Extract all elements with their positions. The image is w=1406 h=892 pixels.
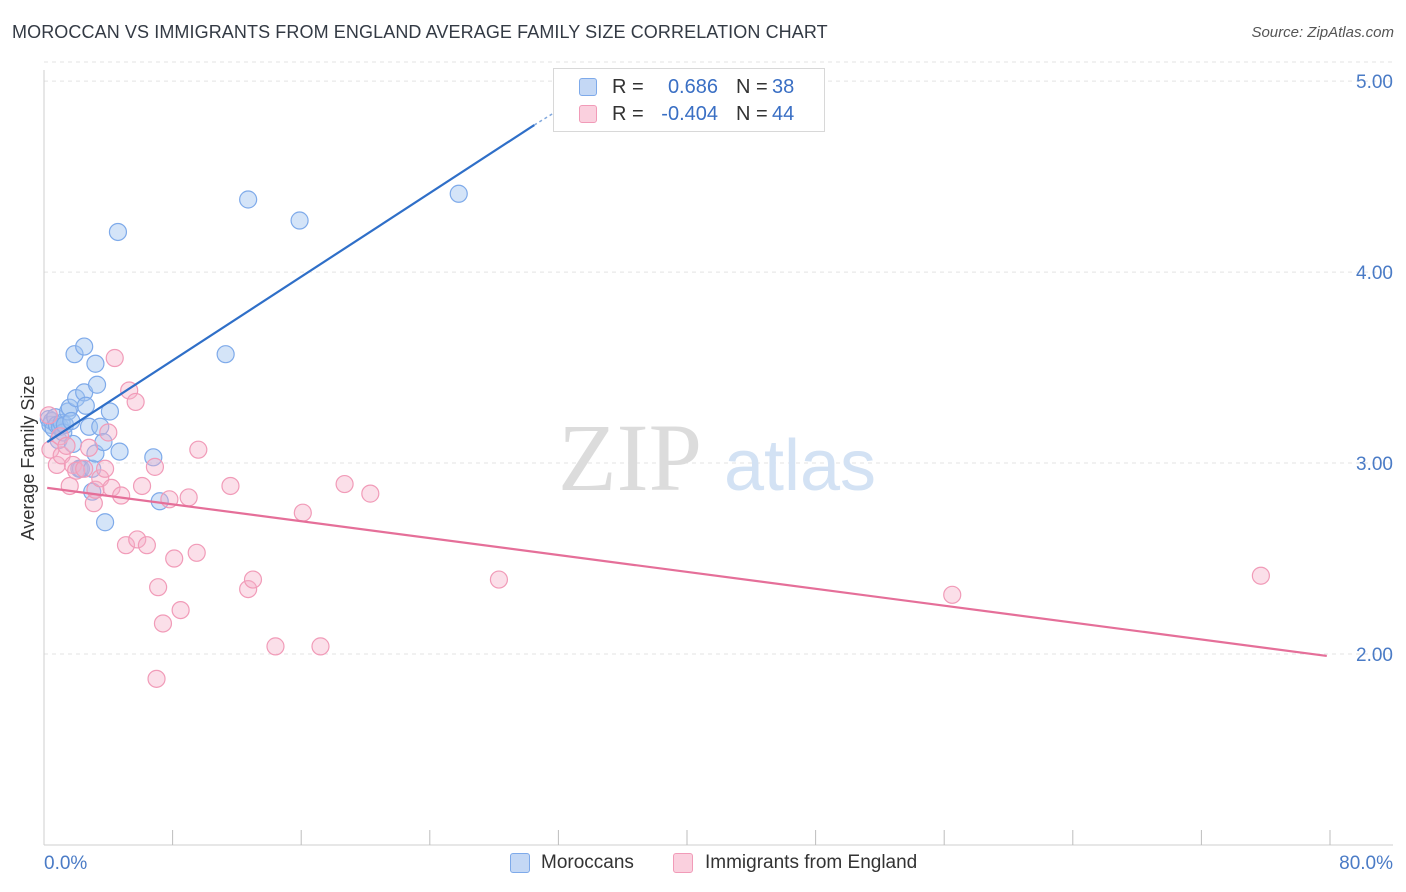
point-england bbox=[39, 406, 58, 425]
legend-n-label: N = bbox=[736, 103, 768, 125]
legend-r-label: R = bbox=[612, 76, 644, 98]
x-tick-label-max: 80.0% bbox=[1339, 853, 1393, 874]
watermark-atlas: atlas bbox=[724, 426, 876, 506]
trend-line-moroccans bbox=[46, 124, 535, 443]
point-england bbox=[112, 486, 131, 505]
bottom-legend-swatch-moroccans bbox=[510, 853, 530, 873]
point-england bbox=[489, 570, 509, 589]
point-england bbox=[79, 438, 99, 457]
point-england bbox=[147, 669, 166, 688]
y-tick-label: 3.00 bbox=[1356, 454, 1393, 475]
point-moroccans bbox=[216, 345, 235, 364]
point-england bbox=[137, 536, 156, 555]
axes bbox=[43, 70, 1393, 846]
bottom-legend-label-moroccans: Moroccans bbox=[541, 852, 634, 873]
point-england bbox=[187, 543, 206, 562]
point-moroccans bbox=[110, 442, 129, 461]
point-moroccans bbox=[86, 354, 105, 373]
point-moroccans bbox=[87, 375, 107, 394]
point-england bbox=[293, 503, 312, 522]
legend-r-label: R = bbox=[612, 103, 644, 125]
point-moroccans bbox=[65, 345, 84, 364]
trend-line-moroccans-extension bbox=[533, 99, 575, 126]
point-england bbox=[179, 488, 198, 507]
point-england bbox=[361, 484, 380, 503]
point-england bbox=[63, 455, 83, 475]
legend-row-moroccans: R = 0.686 N = 38 bbox=[554, 74, 824, 100]
watermark-zip: ZIP bbox=[558, 404, 702, 511]
y-tick-labels: 2.00 3.00 4.00 5.00 bbox=[1356, 72, 1393, 666]
point-england bbox=[145, 457, 165, 476]
source-label: Source: ZipAtlas.com bbox=[1251, 24, 1394, 41]
point-england bbox=[266, 637, 285, 656]
point-england bbox=[243, 570, 263, 589]
point-england bbox=[165, 549, 184, 568]
gridlines bbox=[44, 61, 1393, 655]
point-england bbox=[171, 600, 190, 620]
point-moroccans bbox=[76, 396, 95, 415]
point-england bbox=[105, 348, 124, 368]
point-moroccans bbox=[60, 398, 79, 417]
point-moroccans bbox=[239, 190, 258, 209]
watermark: ZIP atlas bbox=[558, 404, 876, 511]
point-moroccans bbox=[100, 402, 120, 421]
point-moroccans bbox=[75, 337, 94, 356]
trend-line-england bbox=[47, 486, 1327, 658]
legend-n-value: 44 bbox=[772, 103, 795, 125]
point-england bbox=[99, 423, 118, 442]
y-axis-title: Average Family Size bbox=[18, 376, 38, 541]
point-england bbox=[943, 585, 962, 604]
point-england bbox=[57, 436, 76, 455]
point-moroccans bbox=[144, 448, 163, 467]
point-england bbox=[126, 392, 145, 412]
x-axis-ticks bbox=[172, 830, 1331, 845]
bottom-legend-label-england: Immigrants from England bbox=[705, 852, 918, 873]
bottom-legend-swatch-england bbox=[673, 853, 693, 873]
point-england bbox=[189, 440, 208, 459]
y-tick-label: 2.00 bbox=[1356, 645, 1393, 666]
y-tick-label: 4.00 bbox=[1356, 263, 1393, 284]
x-tick-label-min: 0.0% bbox=[44, 853, 87, 874]
point-england bbox=[128, 530, 147, 549]
trend-lines bbox=[46, 99, 1327, 658]
point-england bbox=[149, 578, 168, 597]
legend-swatch-england bbox=[579, 105, 597, 123]
point-england bbox=[116, 536, 136, 555]
point-england bbox=[311, 637, 330, 656]
legend-n-value: 38 bbox=[772, 76, 795, 98]
legend-n-label: N = bbox=[736, 76, 768, 98]
chart-title: MOROCCAN VS IMMIGRANTS FROM ENGLAND AVER… bbox=[12, 22, 828, 42]
point-moroccans bbox=[449, 184, 468, 203]
legend-swatch-moroccans bbox=[579, 78, 597, 96]
bottom-legend: Moroccans Immigrants from England bbox=[0, 852, 1406, 878]
point-moroccans bbox=[108, 222, 128, 242]
point-england bbox=[221, 476, 240, 496]
point-england bbox=[95, 459, 115, 478]
point-moroccans bbox=[95, 513, 115, 532]
point-moroccans bbox=[290, 211, 309, 230]
point-england bbox=[75, 459, 94, 478]
legend-r-value: -0.404 bbox=[661, 103, 718, 125]
point-england bbox=[153, 614, 173, 633]
point-england bbox=[335, 474, 354, 494]
point-england bbox=[239, 579, 258, 599]
legend-r-value: 0.686 bbox=[667, 76, 718, 98]
point-england bbox=[132, 476, 152, 496]
legend-row-england: R = -0.404 N = 44 bbox=[554, 101, 824, 127]
legend: R = 0.686 N = 38 R = -0.404 N = 44 bbox=[553, 68, 825, 132]
point-england bbox=[1251, 566, 1270, 585]
point-england bbox=[47, 455, 66, 475]
y-tick-label: 5.00 bbox=[1356, 72, 1393, 93]
